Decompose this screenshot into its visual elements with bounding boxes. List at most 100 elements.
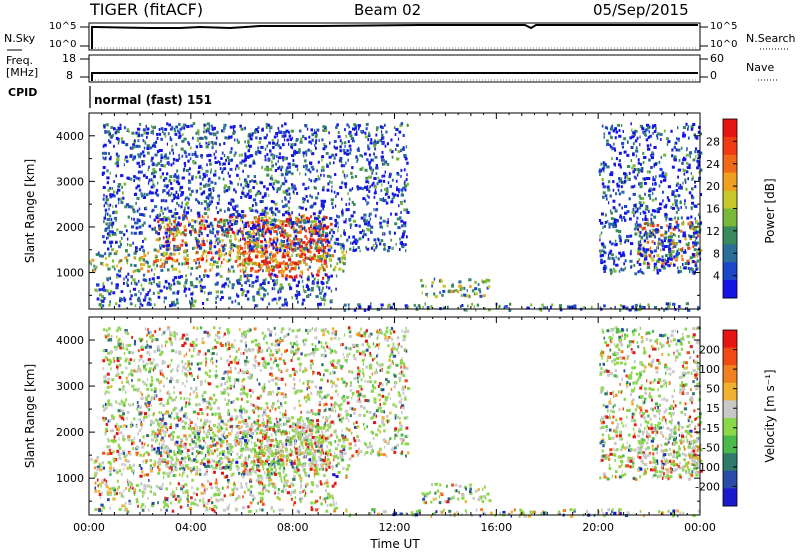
range-cell [286,242,290,246]
range-cell [618,251,622,255]
range-cell [291,146,293,150]
range-cell [112,291,116,295]
range-cell [381,126,384,130]
range-cell [272,225,275,229]
range-cell [205,224,207,228]
range-cell [322,226,326,230]
range-cell [236,173,239,177]
range-cell [302,182,305,186]
range-cell [174,216,177,220]
range-cell [174,132,178,136]
range-cell [318,288,321,292]
range-cell [154,231,158,234]
range-cell [94,466,96,470]
range-cell [324,216,326,220]
range-cell [211,265,213,269]
range-cell [167,268,170,272]
range-cell [694,204,698,208]
range-cell [106,181,109,185]
range-cell [180,222,182,226]
range-cell [278,296,282,300]
range-cell [287,264,289,268]
range-cell [149,459,152,462]
range-cell [204,250,207,254]
range-cell [103,297,106,300]
range-cell [270,227,273,231]
range-cell [206,127,211,131]
range-cell [224,136,228,140]
range-cell [606,185,610,189]
range-cell [235,210,239,214]
range-cell [695,230,699,234]
range-cell [301,443,304,447]
range-cell [630,249,632,253]
range-cell [298,291,300,294]
range-cell [170,460,172,464]
range-cell [365,176,369,180]
range-cell [229,167,233,171]
range-cell [280,165,284,169]
range-cell [640,169,644,173]
colorbar-tick-label: 12 [706,225,720,238]
range-cell [606,139,609,143]
range-cell [261,127,264,131]
range-cell [606,165,610,169]
range-cell [243,194,247,198]
range-cell [206,195,210,199]
range-cell [153,185,156,189]
range-cell [328,449,331,453]
range-cell [343,229,345,233]
range-cell [294,143,297,147]
range-cell [330,237,333,241]
range-cell [405,306,407,310]
range-cell [154,439,157,443]
range-cell [186,281,188,285]
range-cell [683,172,686,176]
range-cell [249,144,252,148]
range-cell [215,206,218,210]
range-cell [257,218,260,222]
range-cell [243,242,246,246]
range-cell [358,305,362,309]
range-cell [158,132,162,136]
range-cell [253,130,257,134]
range-cell [199,187,202,191]
range-cell [685,122,688,126]
range-cell [612,225,616,229]
range-cell [291,254,293,258]
range-cell [170,192,173,196]
range-cell [682,234,686,238]
range-cell [697,160,700,164]
range-cell [404,243,407,247]
range-cell [690,224,694,228]
range-cell [152,131,154,135]
range-cell [172,161,175,165]
range-cell [222,220,225,223]
range-cell [241,293,244,297]
range-cell [415,306,418,310]
range-cell [655,126,657,130]
range-cell [119,299,122,303]
range-cell [146,127,150,131]
range-cell [229,125,233,129]
range-cell [161,262,165,266]
range-cell [224,233,228,237]
range-cell [660,233,664,237]
range-cell [300,245,303,248]
range-cell [610,242,614,246]
range-cell [270,160,273,164]
range-cell [302,197,305,201]
range-cell [646,261,649,265]
range-cell [279,270,283,274]
range-cell [320,259,323,263]
range-cell [297,217,300,221]
range-cell [332,268,336,272]
range-cell [133,175,136,179]
range-cell [348,235,351,239]
range-cell [162,236,165,240]
range-cell [176,196,180,200]
range-cell [280,168,283,172]
range-cell [157,431,161,435]
range-cell [289,269,292,273]
range-cell [346,123,349,127]
